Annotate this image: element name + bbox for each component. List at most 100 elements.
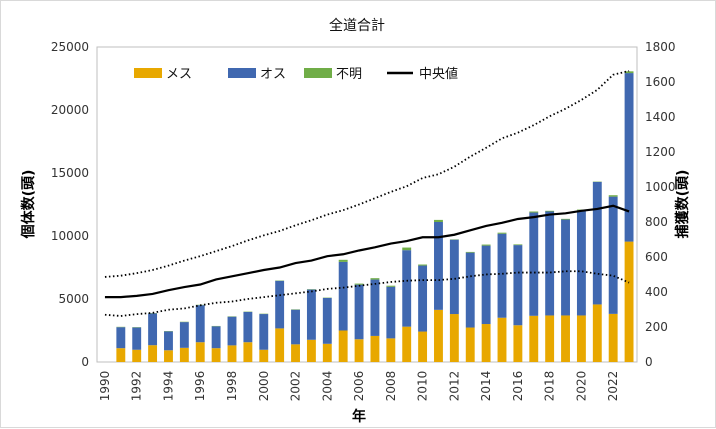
x-axis-tick-label: 1990 [98,371,112,402]
bar-segment [164,350,173,362]
bar-segment [370,278,379,279]
bar-segment [355,285,364,340]
bar-segment [116,348,125,362]
bar-segment [498,234,507,318]
legend-label: メス [166,67,192,82]
bar-segment [593,182,602,304]
bar-segment [148,345,157,362]
x-axis-tick-label: 2008 [384,371,398,402]
bar-segment [418,332,427,362]
bar-segment [434,310,443,362]
bar-segment [529,212,538,213]
bar-segment [180,348,189,362]
x-axis-tick-label: 2012 [447,371,461,402]
bar-segment [402,248,411,251]
bar-segment [307,290,316,340]
x-axis-tick-label: 2006 [352,371,366,402]
bar-segment [466,253,475,328]
x-axis-tick-label: 1992 [130,371,144,402]
bar-segment [307,340,316,362]
x-axis-title: 年 [352,408,366,425]
right-axis-tick-label: 0 [645,355,653,369]
bar-segment [291,344,300,362]
bar-segment [577,315,586,362]
right-axis-title: 捕獲数(頭) [674,170,691,239]
bar-segment [386,286,395,287]
x-axis-tick-label: 2010 [416,371,430,402]
right-axis-tick-label: 1000 [645,180,676,194]
bar-segment [355,284,364,285]
bar-segment [513,325,522,362]
bar-segment [196,305,205,342]
plot-area: 0500010000150002000025000020040060080010… [51,40,676,401]
left-axis-tick-label: 10000 [51,229,89,243]
left-axis-tick-label: 25000 [51,40,89,54]
bar-segment [291,310,300,345]
bar-segment [259,350,268,362]
x-axis-tick-label: 2016 [511,371,525,402]
bar-segment [561,220,570,316]
right-axis-tick-label: 1600 [645,75,676,89]
bar-segment [386,287,395,339]
bar-segment [402,327,411,362]
bar-segment [609,197,618,314]
bar-segment [482,245,491,246]
legend: メスオス不明中央値 [134,66,458,82]
plot-border [97,47,637,362]
bar-segment [513,245,522,325]
bar-segment [418,265,427,266]
bar-segment [243,312,252,342]
x-axis-tick-label: 1996 [193,371,207,402]
bar-segment [529,213,538,316]
legend-swatch [304,68,332,78]
bar-segment [339,331,348,363]
bar-segment [593,304,602,362]
bar-segment [275,328,284,362]
bar-segment [625,242,634,362]
chart-title: 全道合計 [329,17,385,34]
bar-segment [148,313,157,345]
bar-segment [529,316,538,362]
bar-segment [545,211,554,212]
x-axis-tick-label: 2022 [606,371,620,402]
x-axis-tick-label: 2004 [320,371,334,402]
bar-segment [259,314,268,350]
bar-segment [561,315,570,362]
bar-segment [212,348,221,362]
bar-segment [228,317,237,346]
bar-segment [418,266,427,332]
bar-segment [196,342,205,362]
legend-swatch [228,68,256,78]
bar-segment [323,344,332,362]
bar-segment [386,338,395,362]
right-axis-tick-label: 1800 [645,40,676,54]
right-axis-tick-label: 600 [645,250,668,264]
left-axis-tick-label: 20000 [51,103,89,117]
bar-segment [577,210,586,315]
bar-segment [370,336,379,362]
bar-segment [466,328,475,362]
bar-segment [434,220,443,222]
bar-segment [228,345,237,362]
bar-segment [132,350,141,362]
bar-segment [243,342,252,362]
legend-label: 中央値 [419,66,458,82]
bar-segment [450,240,459,314]
x-axis-tick-label: 2002 [289,371,303,402]
right-axis-tick-label: 1400 [645,110,676,124]
bar-segment [323,298,332,344]
x-axis-tick-label: 1998 [225,371,239,402]
bar-segment [402,250,411,326]
left-axis-title: 個体数(頭) [20,170,37,240]
bar-segment [434,222,443,310]
legend-label: 不明 [336,67,362,82]
bar-segment [339,260,348,262]
left-axis-tick-label: 0 [81,355,89,369]
bar-segment [545,315,554,362]
x-axis-tick-label: 2020 [574,371,588,402]
bar-segment [513,244,522,245]
bar-segment [561,219,570,220]
left-axis-tick-label: 5000 [58,292,89,306]
bar-segment [370,280,379,336]
